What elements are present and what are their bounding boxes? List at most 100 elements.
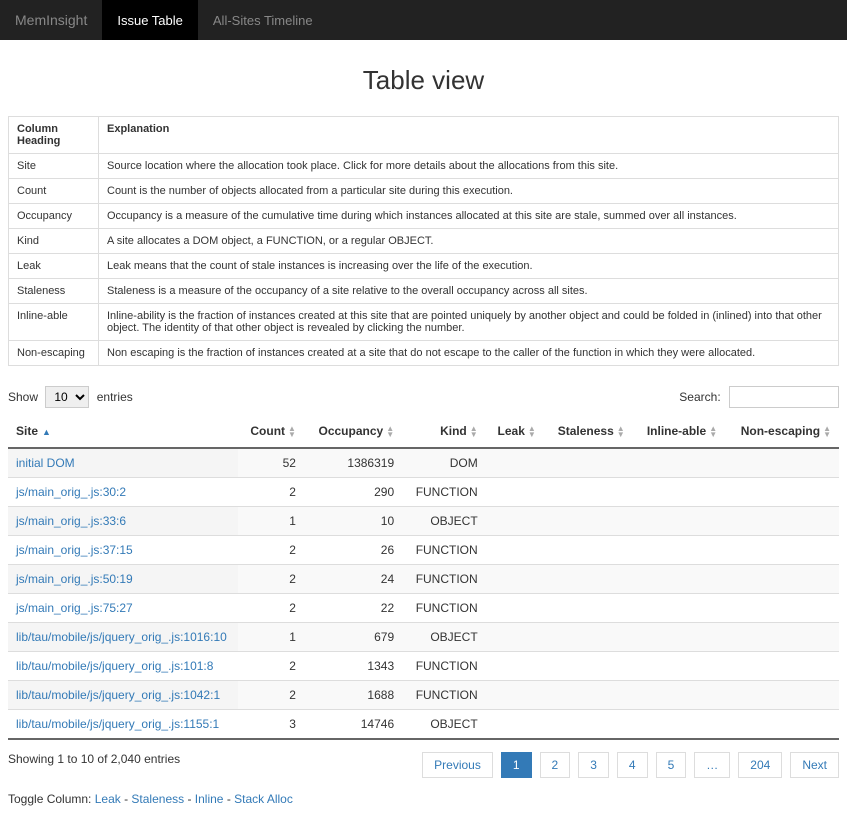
toggle-link[interactable]: Inline	[195, 792, 224, 806]
cell-nonesc	[725, 622, 839, 651]
column-header[interactable]: Leak▲▼	[486, 416, 544, 448]
cell-inline	[633, 593, 725, 622]
cell-leak	[486, 651, 544, 680]
cell-nonesc	[725, 680, 839, 709]
page-ellipsis: …	[694, 752, 730, 778]
column-header[interactable]: Kind▲▼	[402, 416, 486, 448]
search-input[interactable]	[729, 386, 839, 408]
cell-leak	[486, 680, 544, 709]
cell-occupancy: 10	[304, 506, 402, 535]
cell-inline	[633, 709, 725, 739]
cell-count: 1	[238, 506, 304, 535]
sort-icon: ▲▼	[617, 425, 625, 439]
column-header[interactable]: Count▲▼	[238, 416, 304, 448]
site-link[interactable]: js/main_orig_.js:75:27	[16, 601, 133, 615]
toggle-link[interactable]: Staleness	[131, 792, 184, 806]
page-button[interactable]: 3	[578, 752, 609, 778]
column-header[interactable]: Non-escaping▲▼	[725, 416, 839, 448]
page-button[interactable]: 1	[501, 752, 532, 778]
table-row: js/main_orig_.js:50:19224FUNCTION	[8, 564, 839, 593]
cell-occupancy: 24	[304, 564, 402, 593]
site-link[interactable]: lib/tau/mobile/js/jquery_orig_.js:1016:1…	[16, 630, 227, 644]
cell-inline	[633, 477, 725, 506]
navbar-brand[interactable]: MemInsight	[0, 0, 102, 40]
explain-row-head: Staleness	[9, 279, 99, 304]
cell-leak	[486, 506, 544, 535]
explain-row-head: Occupancy	[9, 204, 99, 229]
next-button[interactable]: Next	[790, 752, 839, 778]
column-header[interactable]: Occupancy▲▼	[304, 416, 402, 448]
cell-nonesc	[725, 477, 839, 506]
toggle-link[interactable]: Stack Alloc	[234, 792, 293, 806]
explain-row-body: Count is the number of objects allocated…	[99, 179, 839, 204]
datatable-bottom: Showing 1 to 10 of 2,040 entries Previou…	[8, 752, 839, 778]
cell-nonesc	[725, 709, 839, 739]
length-select[interactable]: 10	[45, 386, 89, 408]
cell-staleness	[544, 448, 633, 478]
cell-occupancy: 26	[304, 535, 402, 564]
cell-count: 1	[238, 622, 304, 651]
page-title: Table view	[8, 65, 839, 96]
prev-button[interactable]: Previous	[422, 752, 493, 778]
site-link[interactable]: lib/tau/mobile/js/jquery_orig_.js:1042:1	[16, 688, 220, 702]
cell-occupancy: 22	[304, 593, 402, 622]
cell-count: 2	[238, 564, 304, 593]
table-row: lib/tau/mobile/js/jquery_orig_.js:1155:1…	[8, 709, 839, 739]
cell-leak	[486, 564, 544, 593]
table-row: js/main_orig_.js:30:22290FUNCTION	[8, 477, 839, 506]
page-button[interactable]: 2	[540, 752, 571, 778]
sort-icon: ▲▼	[709, 425, 717, 439]
column-header[interactable]: Inline-able▲▼	[633, 416, 725, 448]
explain-row-body: Source location where the allocation too…	[99, 154, 839, 179]
column-header[interactable]: Staleness▲▼	[544, 416, 633, 448]
explain-row-head: Kind	[9, 229, 99, 254]
explain-row-body: A site allocates a DOM object, a FUNCTIO…	[99, 229, 839, 254]
explain-row-body: Inline-ability is the fraction of instan…	[99, 304, 839, 341]
site-link[interactable]: js/main_orig_.js:50:19	[16, 572, 133, 586]
page-button[interactable]: 4	[617, 752, 648, 778]
cell-occupancy: 1386319	[304, 448, 402, 478]
length-menu: Show 10 entries	[8, 386, 133, 408]
explain-row-body: Non escaping is the fraction of instance…	[99, 341, 839, 366]
explain-row-head: Inline-able	[9, 304, 99, 341]
site-link[interactable]: js/main_orig_.js:30:2	[16, 485, 126, 499]
page-button[interactable]: 5	[656, 752, 687, 778]
cell-inline	[633, 622, 725, 651]
site-link[interactable]: lib/tau/mobile/js/jquery_orig_.js:101:8	[16, 659, 213, 673]
cell-leak	[486, 535, 544, 564]
nav-item[interactable]: Issue Table	[102, 0, 198, 40]
cell-kind: OBJECT	[402, 709, 486, 739]
page-button[interactable]: 204	[738, 752, 782, 778]
site-link[interactable]: js/main_orig_.js:33:6	[16, 514, 126, 528]
length-suffix: entries	[97, 390, 133, 404]
cell-kind: FUNCTION	[402, 593, 486, 622]
length-prefix: Show	[8, 390, 38, 404]
cell-staleness	[544, 593, 633, 622]
search-label: Search:	[679, 390, 720, 404]
cell-staleness	[544, 506, 633, 535]
cell-nonesc	[725, 651, 839, 680]
cell-kind: FUNCTION	[402, 477, 486, 506]
cell-staleness	[544, 535, 633, 564]
cell-count: 2	[238, 680, 304, 709]
site-link[interactable]: initial DOM	[16, 456, 75, 470]
site-link[interactable]: lib/tau/mobile/js/jquery_orig_.js:1155:1	[16, 717, 219, 731]
explain-row-head: Count	[9, 179, 99, 204]
table-info: Showing 1 to 10 of 2,040 entries	[8, 752, 180, 766]
explain-header-col: Column Heading	[9, 117, 99, 154]
explain-row-head: Non-escaping	[9, 341, 99, 366]
cell-nonesc	[725, 564, 839, 593]
cell-occupancy: 1688	[304, 680, 402, 709]
cell-inline	[633, 564, 725, 593]
site-link[interactable]: js/main_orig_.js:37:15	[16, 543, 133, 557]
cell-kind: DOM	[402, 448, 486, 478]
cell-inline	[633, 448, 725, 478]
toggle-link[interactable]: Leak	[95, 792, 121, 806]
column-header[interactable]: Site▲	[8, 416, 238, 448]
cell-staleness	[544, 680, 633, 709]
explain-row-body: Occupancy is a measure of the cumulative…	[99, 204, 839, 229]
cell-nonesc	[725, 535, 839, 564]
cell-kind: OBJECT	[402, 506, 486, 535]
nav-item[interactable]: All-Sites Timeline	[198, 0, 328, 40]
cell-count: 2	[238, 477, 304, 506]
